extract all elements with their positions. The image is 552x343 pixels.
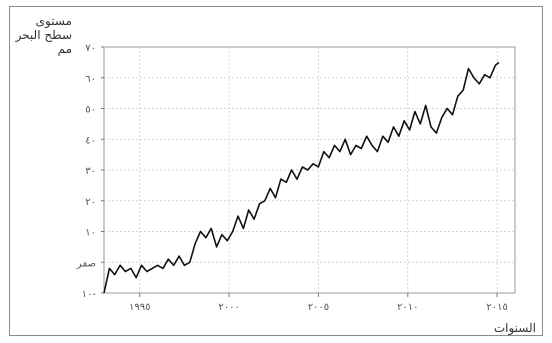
y-tick-label: ٤٠ bbox=[85, 135, 96, 146]
y-tick-label: ٦٠ bbox=[85, 74, 96, 85]
y-tick-label: ٢٠ bbox=[85, 197, 96, 208]
x-axis-title: السنوات bbox=[493, 321, 536, 335]
x-tick-label: ١٩٩٥ bbox=[129, 302, 150, 313]
y-tick-label: ٧٠ bbox=[85, 43, 96, 54]
y-tick-label: ٥٠ bbox=[85, 105, 96, 116]
y-tick-label: ٣٠ bbox=[85, 166, 96, 177]
y-tick-label: ١٠ bbox=[85, 228, 96, 239]
chart-frame bbox=[9, 6, 543, 336]
series-line bbox=[103, 61, 500, 294]
y-axis-title-line1: مستوى bbox=[35, 14, 72, 28]
x-tick-label: ٢٠٠٠ bbox=[218, 302, 239, 313]
x-tick-label: ٢٠١٠ bbox=[397, 302, 418, 313]
x-tick-label: ٢٠٠٥ bbox=[308, 302, 329, 313]
y-tick-label: صفر bbox=[76, 258, 96, 269]
y-axis-title-line2: سطح البحر مم bbox=[15, 28, 72, 56]
y-tick-label: ١٠- bbox=[82, 289, 97, 300]
x-tick-label: ٢٠١٥ bbox=[486, 302, 507, 313]
